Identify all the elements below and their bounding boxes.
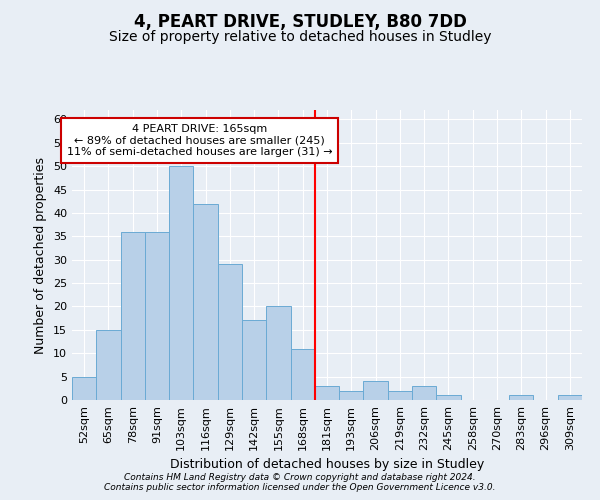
Bar	[436, 396, 461, 400]
Text: 4, PEART DRIVE, STUDLEY, B80 7DD: 4, PEART DRIVE, STUDLEY, B80 7DD	[134, 12, 466, 30]
Bar	[96, 330, 121, 400]
Bar	[388, 390, 412, 400]
Y-axis label: Number of detached properties: Number of detached properties	[34, 156, 47, 354]
Bar	[121, 232, 145, 400]
Bar	[339, 390, 364, 400]
Text: Size of property relative to detached houses in Studley: Size of property relative to detached ho…	[109, 30, 491, 44]
Text: 4 PEART DRIVE: 165sqm
← 89% of detached houses are smaller (245)
11% of semi-det: 4 PEART DRIVE: 165sqm ← 89% of detached …	[67, 124, 332, 157]
Text: Contains public sector information licensed under the Open Government Licence v3: Contains public sector information licen…	[104, 484, 496, 492]
Bar	[72, 376, 96, 400]
Bar	[558, 396, 582, 400]
Bar	[412, 386, 436, 400]
Bar	[193, 204, 218, 400]
Bar	[266, 306, 290, 400]
Bar	[242, 320, 266, 400]
Bar	[509, 396, 533, 400]
Bar	[315, 386, 339, 400]
Bar	[290, 348, 315, 400]
Bar	[364, 382, 388, 400]
Text: Contains HM Land Registry data © Crown copyright and database right 2024.: Contains HM Land Registry data © Crown c…	[124, 474, 476, 482]
X-axis label: Distribution of detached houses by size in Studley: Distribution of detached houses by size …	[170, 458, 484, 471]
Bar	[145, 232, 169, 400]
Bar	[218, 264, 242, 400]
Bar	[169, 166, 193, 400]
